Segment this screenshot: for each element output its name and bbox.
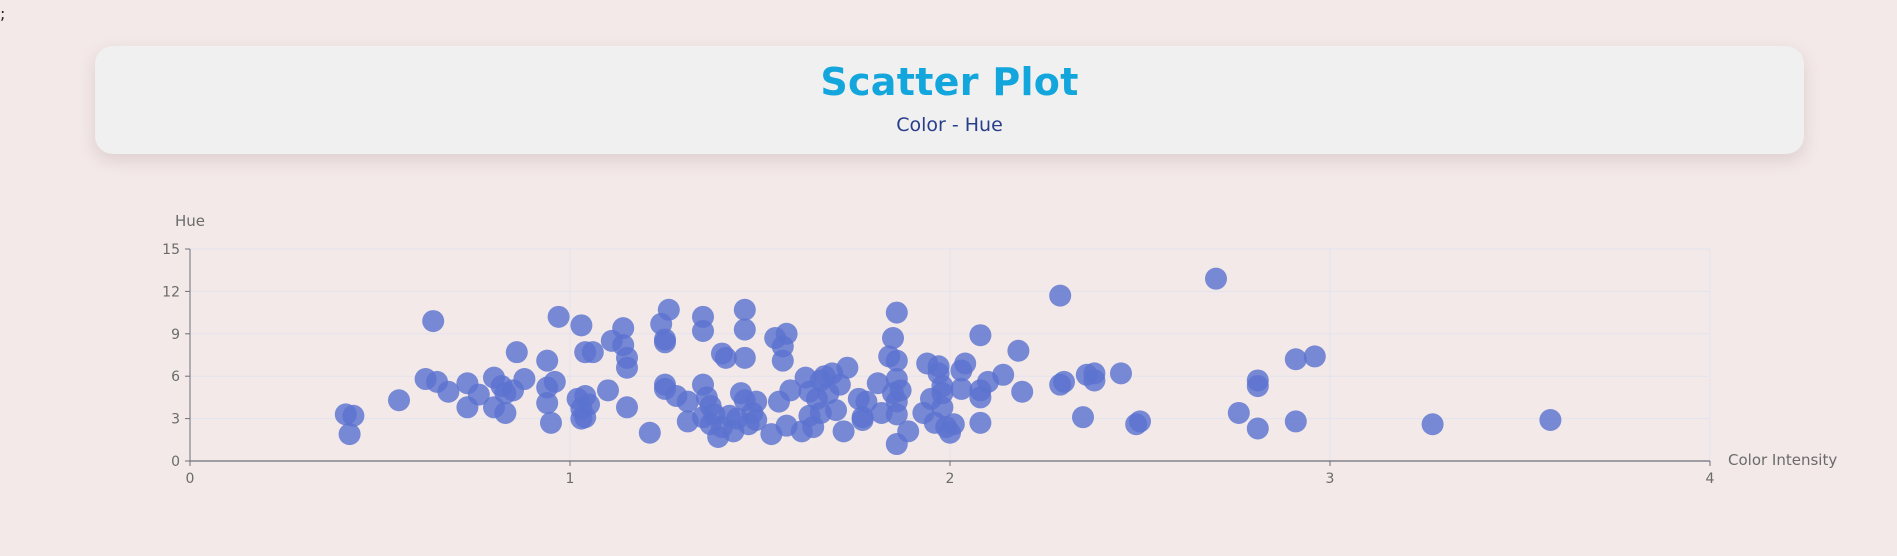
scatter-point (885, 403, 908, 426)
y-tick-label: 12 (162, 284, 180, 300)
scatter-point (969, 411, 992, 434)
scatter-point (578, 393, 600, 416)
scatter-point (1246, 375, 1269, 398)
scatter-point (825, 399, 847, 422)
scatter-point (828, 373, 851, 396)
scatter-point (1227, 401, 1250, 424)
scatter-point (969, 324, 992, 347)
scatter-point (775, 322, 798, 345)
x-tick-label: 1 (566, 471, 575, 487)
scatter-point (1284, 348, 1307, 371)
scatter-point (992, 363, 1015, 386)
x-tick-label: 4 (1706, 471, 1715, 487)
scatter-point (885, 301, 908, 324)
scatter-point (1421, 413, 1444, 436)
scatter-point (1110, 362, 1132, 385)
scatter-point (612, 317, 635, 340)
x-tick-label: 0 (186, 471, 195, 487)
scatter-point (388, 389, 410, 412)
y-tick-label: 9 (171, 327, 180, 343)
points-layer (334, 267, 1562, 456)
scatter-point (547, 305, 570, 328)
scatter-point (676, 390, 699, 413)
scatter-point (422, 310, 445, 333)
y-axis-label: Hue (175, 212, 205, 230)
scatter-point (1539, 409, 1562, 432)
scatter-point (638, 421, 661, 444)
scatter-point (897, 420, 920, 443)
scatter-point (714, 346, 737, 369)
scatter-point (885, 349, 908, 372)
scatter-point (889, 379, 912, 402)
scatter-point (931, 396, 954, 419)
scatter-point (855, 390, 878, 413)
scatter-point (771, 349, 794, 372)
scatter-point (745, 409, 768, 432)
scatter-point (779, 379, 802, 402)
scatter-point (733, 298, 756, 321)
scatter-point (1129, 410, 1151, 433)
stray-semicolon: ; (0, 4, 6, 23)
scatter-point (437, 380, 460, 403)
x-tick-label: 3 (1326, 471, 1335, 487)
scatter-point (616, 356, 638, 379)
scatter-point (536, 392, 559, 415)
scatter-point (1072, 406, 1094, 429)
scatter-point (1284, 410, 1307, 433)
scatter-point (954, 352, 977, 375)
scatter-point (851, 409, 874, 432)
y-tick-label: 6 (171, 369, 180, 385)
scatter-point (342, 404, 365, 427)
scatter-point (950, 377, 973, 400)
scatter-point (745, 390, 768, 413)
page-subtitle: Color - Hue (896, 114, 1003, 136)
scatter-point (882, 327, 904, 350)
scatter-point (1007, 339, 1030, 362)
scatter-point (536, 349, 559, 372)
scatter-point (505, 341, 528, 364)
scatter-point (616, 396, 638, 419)
scatter-point (942, 413, 965, 436)
scatter-point (540, 411, 562, 434)
scatter-point (570, 314, 593, 337)
scatter-point (1083, 369, 1106, 392)
y-tick-label: 3 (171, 412, 180, 428)
scatter-point (692, 319, 714, 342)
y-tick-label: 0 (171, 454, 180, 470)
header-card: Scatter Plot Color - Hue (95, 46, 1804, 154)
x-tick-label: 2 (946, 471, 955, 487)
scatter-point (338, 423, 361, 446)
scatter-point (1053, 370, 1075, 393)
page-title: Scatter Plot (820, 60, 1079, 104)
scatter-point (733, 318, 756, 341)
scatter-point (1303, 345, 1326, 368)
scatter-point (1011, 380, 1034, 403)
scatter-point (543, 370, 566, 393)
scatter-point (654, 331, 676, 354)
scatter-point (581, 341, 604, 364)
scatter-point (832, 420, 855, 443)
scatter-point (597, 379, 619, 402)
y-tick-label: 15 (162, 242, 180, 258)
scatter-point (657, 298, 680, 321)
scatter-point (467, 383, 490, 406)
scatter-point (1205, 267, 1227, 290)
scatter-point (1246, 417, 1269, 440)
scatter-point (836, 356, 859, 379)
scatter-point (733, 346, 756, 369)
scatter-point (494, 401, 517, 424)
scatter-point (513, 368, 536, 391)
scatter-point (1049, 284, 1072, 307)
x-axis-label: Color Intensity (1728, 451, 1837, 469)
